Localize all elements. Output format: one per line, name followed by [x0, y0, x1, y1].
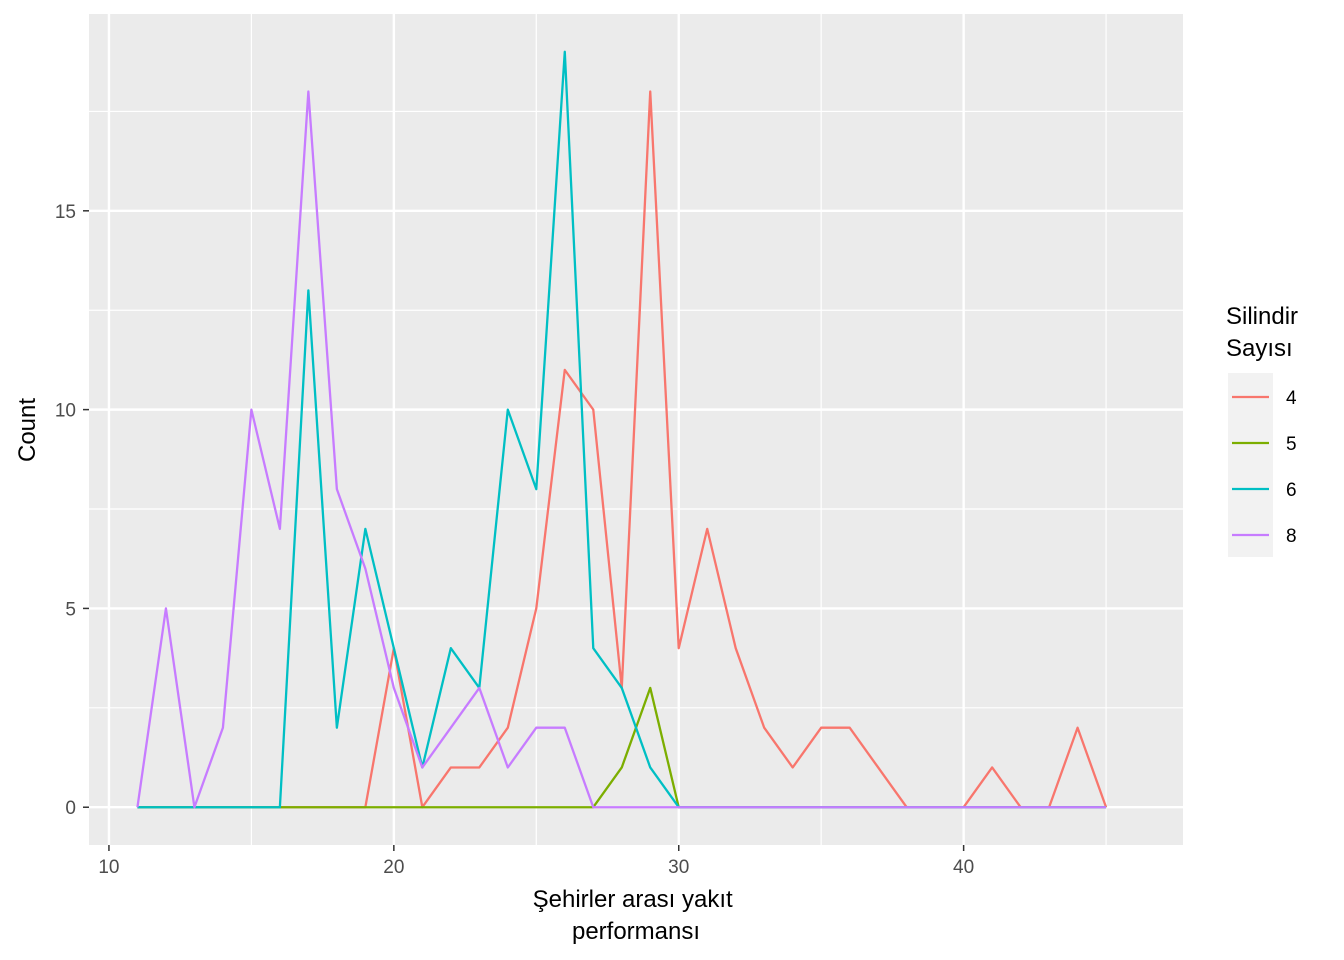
- legend-label-5: 5: [1286, 434, 1297, 455]
- legend-title: Silindir Sayısı: [1226, 303, 1305, 362]
- legend-label-4: 4: [1286, 388, 1297, 409]
- legend-title-line-2: Sayısı: [1226, 335, 1293, 362]
- y-tick-label: 15: [55, 202, 76, 223]
- plot-panel: [89, 14, 1183, 845]
- x-tick-label: 20: [383, 857, 404, 878]
- x-axis-title: Şehirler arası yakıt performansı: [533, 886, 740, 945]
- y-axis-title: Count: [14, 398, 41, 462]
- x-tick-label: 30: [668, 857, 689, 878]
- y-tick-label: 10: [55, 401, 76, 422]
- legend-items: 4 5 6 8: [1232, 388, 1297, 547]
- x-axis: 10 20 30 40: [98, 845, 974, 878]
- legend-key-background: [1228, 373, 1273, 557]
- x-tick-label: 10: [98, 857, 119, 878]
- series-lines: [136, 50, 1108, 809]
- legend-label-8: 8: [1286, 526, 1297, 547]
- x-axis-title-line-1: Şehirler arası yakıt: [533, 886, 733, 913]
- legend-label-6: 6: [1286, 480, 1297, 501]
- y-tick-label: 0: [65, 798, 76, 819]
- minor-gridlines: [89, 14, 1183, 845]
- y-tick-label: 5: [65, 599, 76, 620]
- legend: Silindir Sayısı 4 5 6 8: [1226, 303, 1305, 557]
- x-axis-title-line-2: performansı: [572, 918, 700, 945]
- series-line-8: [136, 90, 1107, 809]
- x-tick-label: 40: [953, 857, 974, 878]
- y-axis: 0 5 10 15: [55, 202, 89, 819]
- legend-title-line-1: Silindir: [1226, 303, 1298, 330]
